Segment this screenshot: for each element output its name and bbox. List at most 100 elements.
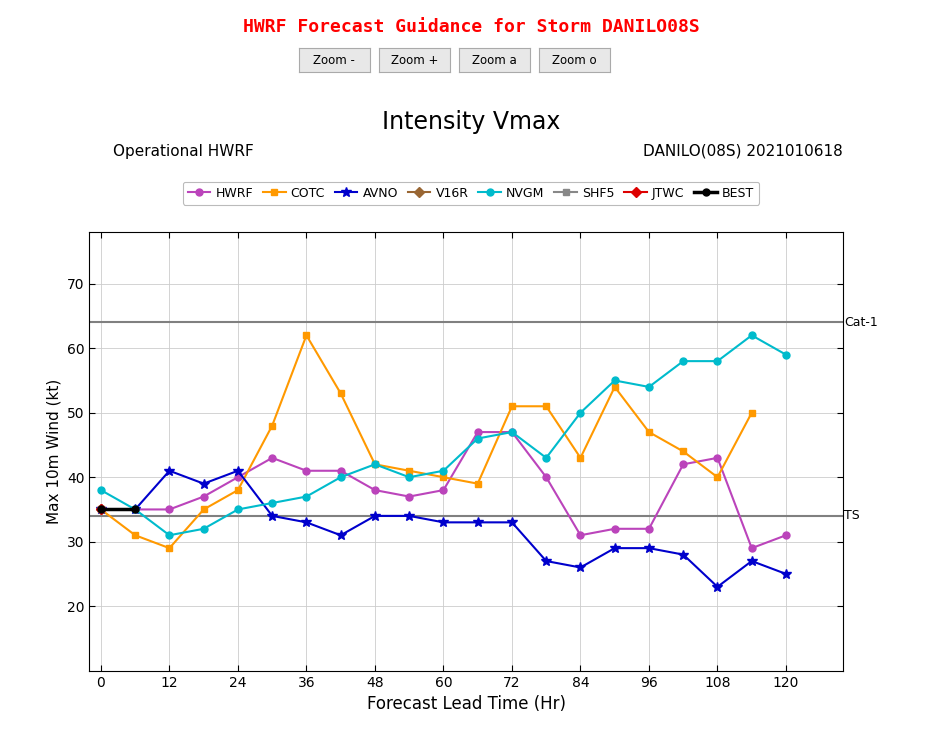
AVNO [335,531,347,539]
COTC [541,402,552,411]
HWRF [541,473,552,482]
NVGM [233,505,244,514]
NVGM [643,383,655,391]
Line: HWRF: HWRF [97,429,789,551]
COTC [129,531,140,539]
HWRF [438,486,449,495]
Text: Zoom +: Zoom + [391,54,438,66]
HWRF [712,453,723,462]
COTC [712,473,723,482]
HWRF [643,525,655,534]
NVGM [780,350,791,359]
HWRF [472,427,483,436]
AVNO [129,505,140,514]
Line: COTC: COTC [97,332,755,551]
Line: AVNO: AVNO [96,466,791,592]
COTC [164,544,175,553]
AVNO [506,518,517,527]
NVGM [198,525,209,534]
COTC [233,486,244,495]
AVNO [267,511,278,520]
HWRF [300,467,312,475]
NVGM [575,408,586,417]
COTC [506,402,517,411]
AVNO [95,505,106,514]
Text: HWRF Forecast Guidance for Storm DANILO08S: HWRF Forecast Guidance for Storm DANILO0… [243,18,699,36]
COTC [472,479,483,488]
Text: Operational HWRF: Operational HWRF [113,144,253,158]
NVGM [129,505,140,514]
HWRF [129,505,140,514]
NVGM [369,460,381,469]
HWRF [198,492,209,501]
COTC [95,505,106,514]
Y-axis label: Max 10m Wind (kt): Max 10m Wind (kt) [46,379,61,524]
BEST [129,505,140,514]
NVGM [506,427,517,436]
AVNO [369,511,381,520]
NVGM [335,473,347,482]
COTC [335,389,347,398]
AVNO [643,544,655,553]
AVNO [233,467,244,475]
NVGM [712,357,723,366]
NVGM [609,376,621,385]
HWRF [164,505,175,514]
HWRF [403,492,414,501]
HWRF [506,427,517,436]
Text: Cat-1: Cat-1 [844,316,878,329]
NVGM [267,499,278,508]
HWRF [746,544,757,553]
COTC [575,453,586,462]
HWRF [677,460,689,469]
AVNO [609,544,621,553]
Text: Zoom -: Zoom - [314,54,355,66]
NVGM [472,434,483,443]
AVNO [472,518,483,527]
Text: DANILO(08S) 2021010618: DANILO(08S) 2021010618 [643,144,843,158]
NVGM [541,453,552,462]
Text: Zoom a: Zoom a [472,54,517,66]
AVNO [300,518,312,527]
COTC [369,460,381,469]
COTC [746,408,757,417]
Line: NVGM: NVGM [97,332,789,539]
NVGM [677,357,689,366]
COTC [403,467,414,475]
COTC [198,505,209,514]
COTC [677,447,689,455]
NVGM [164,531,175,539]
HWRF [95,505,106,514]
X-axis label: Forecast Lead Time (Hr): Forecast Lead Time (Hr) [366,695,566,713]
HWRF [335,467,347,475]
Line: BEST: BEST [97,506,138,513]
COTC [609,383,621,391]
AVNO [164,467,175,475]
AVNO [677,550,689,559]
NVGM [438,467,449,475]
HWRF [609,525,621,534]
Legend: HWRF, COTC, AVNO, V16R, NVGM, SHF5, JTWC, BEST: HWRF, COTC, AVNO, V16R, NVGM, SHF5, JTWC… [183,181,759,205]
Text: Intensity Vmax: Intensity Vmax [382,110,560,133]
NVGM [746,331,757,340]
AVNO [575,563,586,572]
HWRF [369,486,381,495]
BEST [95,505,106,514]
COTC [643,427,655,436]
HWRF [233,473,244,482]
NVGM [300,492,312,501]
AVNO [438,518,449,527]
COTC [300,331,312,340]
HWRF [575,531,586,539]
Text: TS: TS [844,509,860,523]
AVNO [712,582,723,591]
COTC [267,422,278,430]
AVNO [780,570,791,579]
HWRF [780,531,791,539]
AVNO [746,556,757,565]
AVNO [541,556,552,565]
HWRF [267,453,278,462]
Text: Zoom o: Zoom o [552,54,597,66]
AVNO [403,511,414,520]
AVNO [198,479,209,488]
